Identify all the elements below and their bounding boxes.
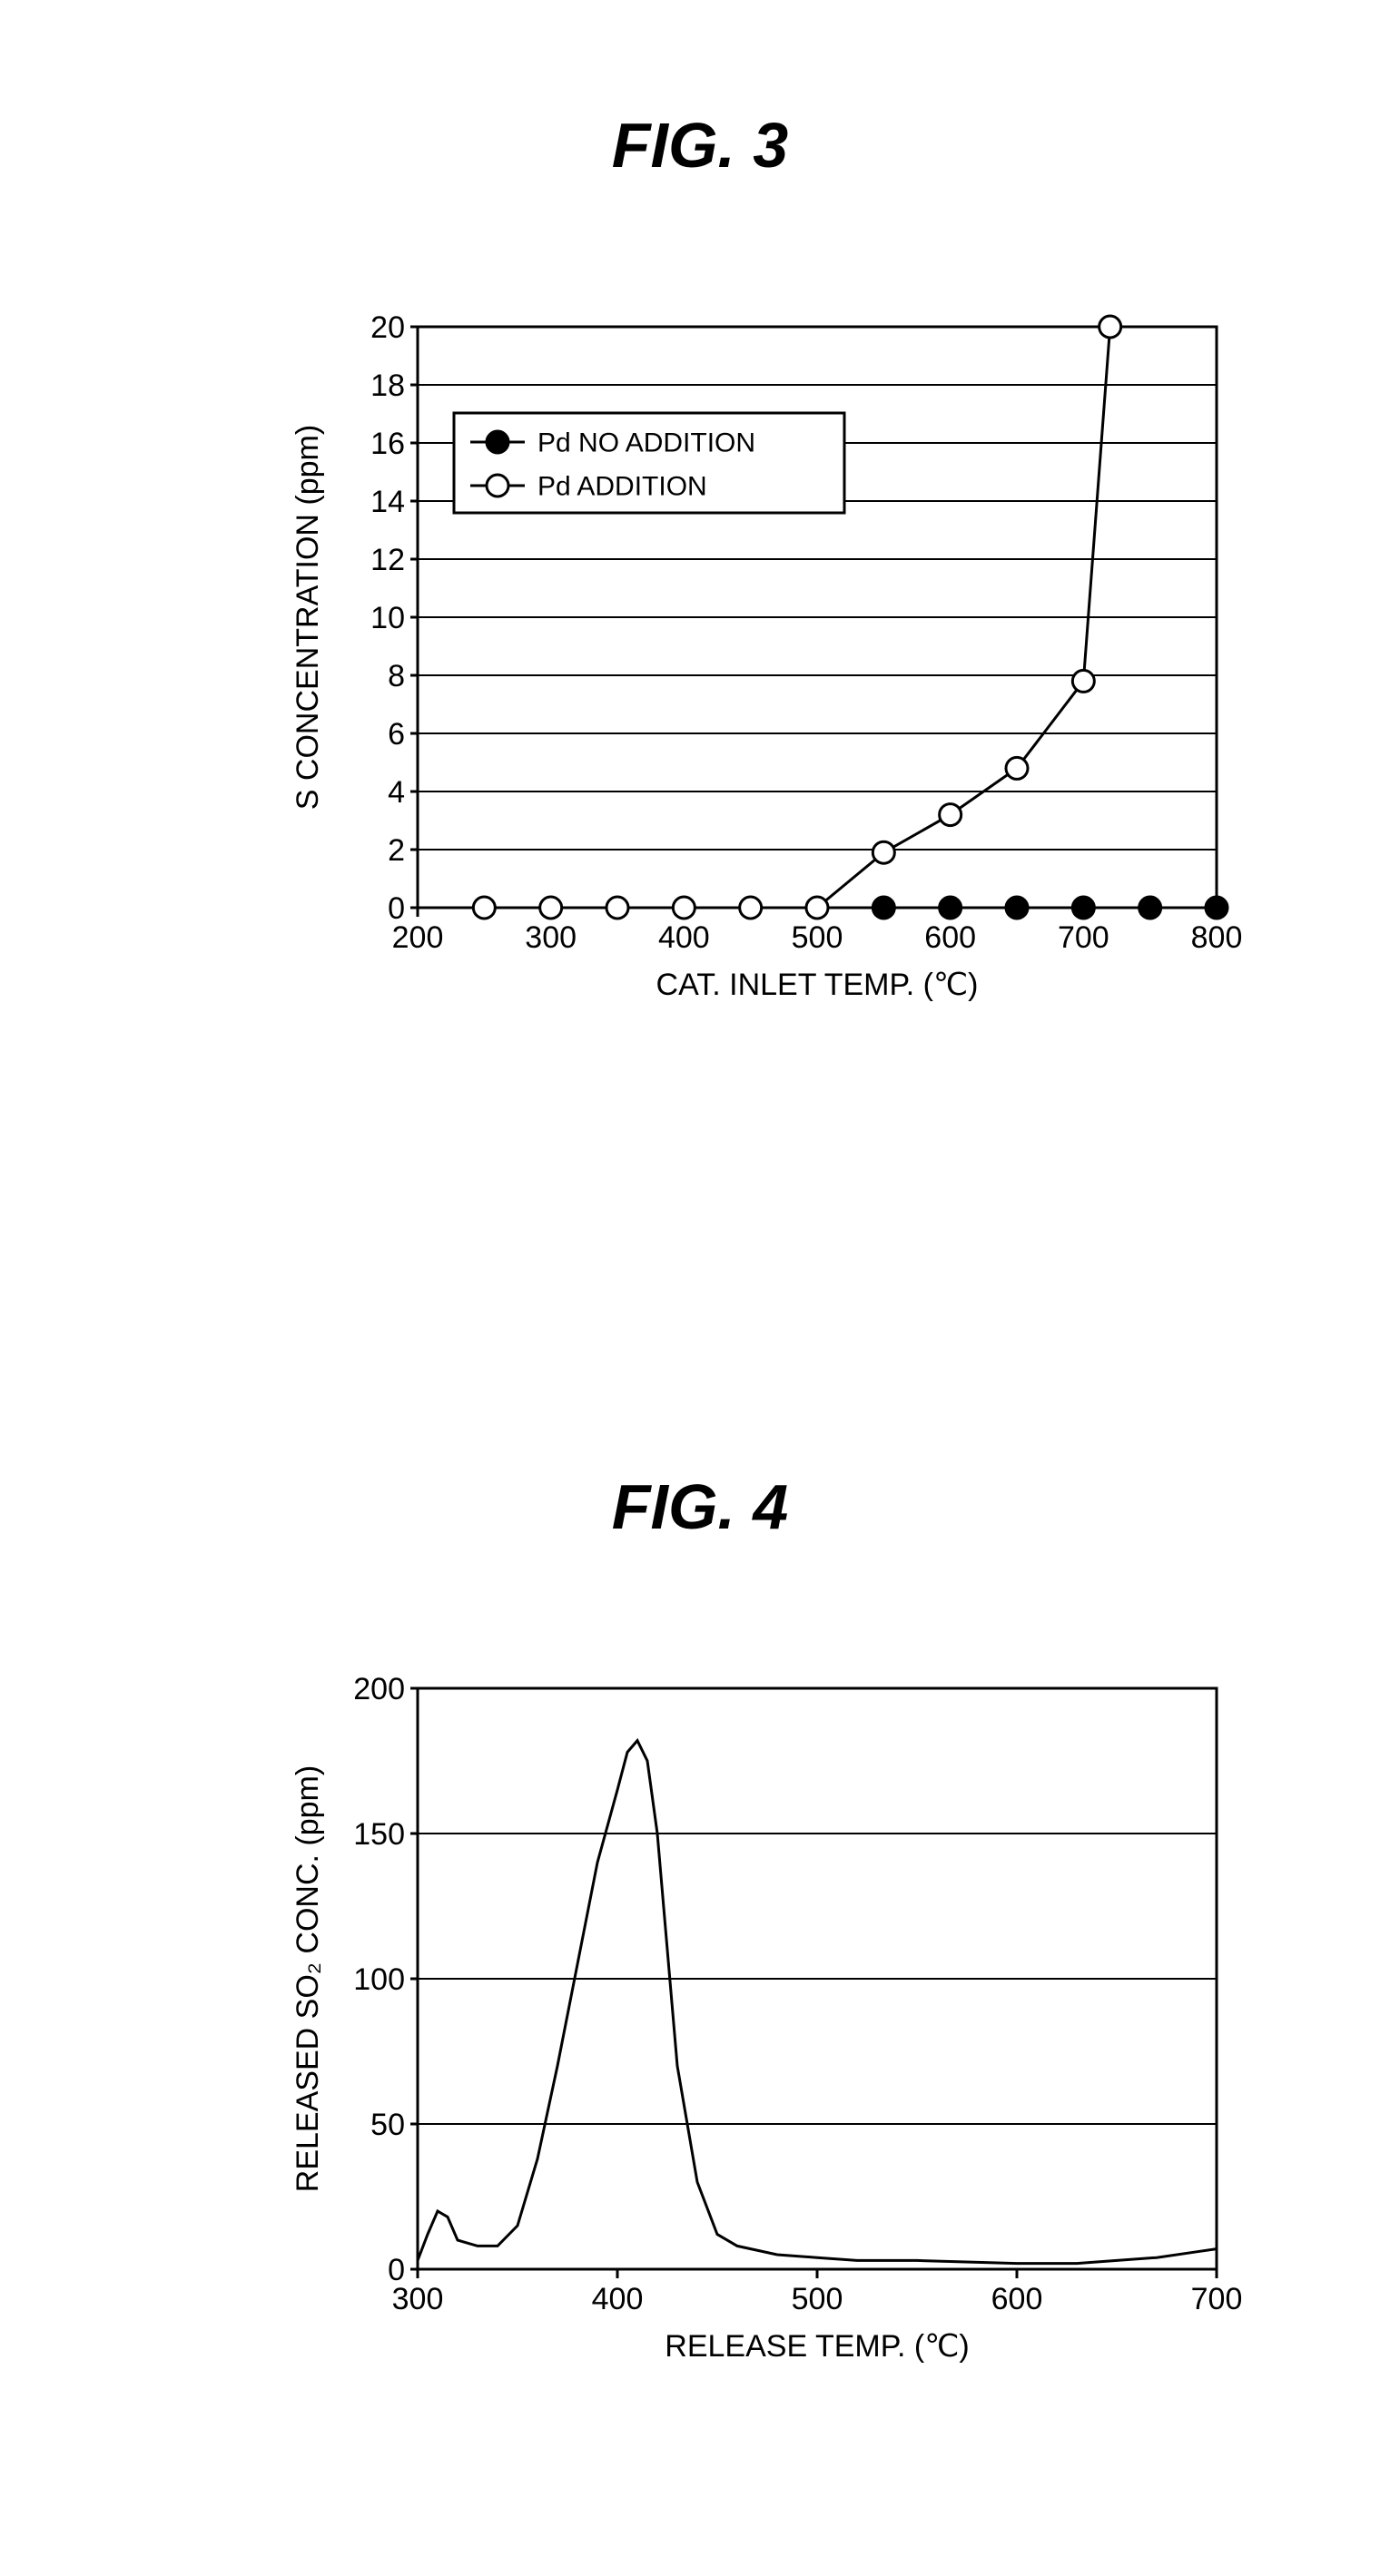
- series-marker: [473, 897, 495, 919]
- ytick-label: 150: [353, 1817, 405, 1852]
- ytick-label: 10: [370, 601, 405, 635]
- xtick-label: 300: [392, 2282, 444, 2316]
- series-marker: [1139, 897, 1161, 919]
- xtick-label: 200: [392, 920, 444, 955]
- xtick-label: 500: [792, 2282, 843, 2316]
- ytick-label: 200: [353, 1672, 405, 1706]
- xtick-label: 700: [1058, 920, 1109, 955]
- fig3-svg: 02468101214161820200300400500600700800CA…: [263, 300, 1262, 1062]
- ytick-label: 16: [370, 427, 405, 461]
- xtick-label: 800: [1191, 920, 1243, 955]
- series-marker: [873, 841, 894, 863]
- series-marker: [606, 897, 628, 919]
- ytick-label: 14: [370, 485, 405, 519]
- series-marker: [1072, 670, 1094, 692]
- legend-marker: [487, 475, 508, 497]
- xlabel: RELEASE TEMP. (℃): [665, 2329, 969, 2364]
- series-marker: [1099, 316, 1121, 338]
- series-marker: [540, 897, 562, 919]
- series-marker: [1006, 757, 1028, 779]
- series-marker: [1072, 897, 1094, 919]
- legend-label: Pd ADDITION: [537, 472, 707, 502]
- xtick-label: 700: [1191, 2282, 1243, 2316]
- fig3-title: FIG. 3: [0, 109, 1400, 182]
- ytick-label: 50: [370, 2108, 405, 2142]
- legend-marker: [487, 431, 508, 453]
- xtick-label: 300: [525, 920, 577, 955]
- ytick-label: 6: [388, 717, 405, 752]
- xtick-label: 500: [792, 920, 843, 955]
- ylabel: RELEASED SO₂ CONC. (ppm): [291, 1765, 325, 2192]
- series-marker: [940, 897, 961, 919]
- series-line: [418, 1741, 1217, 2264]
- fig3-chart: 02468101214161820200300400500600700800CA…: [263, 300, 1262, 1062]
- xtick-label: 400: [658, 920, 710, 955]
- series-marker: [873, 897, 894, 919]
- series-marker: [740, 897, 762, 919]
- ytick-label: 18: [370, 369, 405, 403]
- ytick-label: 4: [388, 775, 405, 810]
- series-marker: [1206, 897, 1227, 919]
- series-marker: [940, 804, 961, 826]
- xtick-label: 600: [924, 920, 976, 955]
- legend-label: Pd NO ADDITION: [537, 428, 755, 458]
- page-root: FIG. 3 024681012141618202003004005006007…: [0, 0, 1400, 2576]
- fig4-chart: 050100150200300400500600700RELEASE TEMP.…: [263, 1661, 1262, 2424]
- fig4-title: FIG. 4: [0, 1470, 1400, 1543]
- ytick-label: 20: [370, 310, 405, 345]
- ytick-label: 8: [388, 659, 405, 693]
- ytick-label: 100: [353, 1962, 405, 1997]
- series-marker: [806, 897, 828, 919]
- xtick-label: 600: [991, 2282, 1043, 2316]
- fig4-svg: 050100150200300400500600700RELEASE TEMP.…: [263, 1661, 1262, 2424]
- series-marker: [673, 897, 695, 919]
- xlabel: CAT. INLET TEMP. (℃): [656, 968, 979, 1002]
- xtick-label: 400: [592, 2282, 644, 2316]
- ytick-label: 12: [370, 543, 405, 577]
- series-marker: [1006, 897, 1028, 919]
- ytick-label: 2: [388, 833, 405, 868]
- ylabel: S CONCENTRATION (ppm): [291, 425, 325, 810]
